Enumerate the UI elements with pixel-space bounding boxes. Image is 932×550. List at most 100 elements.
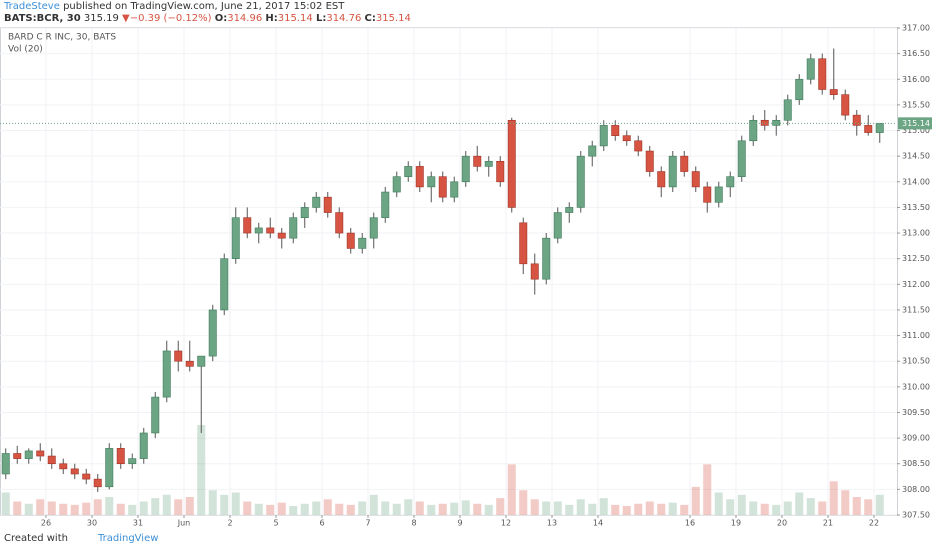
- volume-bar: [484, 504, 493, 515]
- x-tick-label: 2: [227, 519, 232, 528]
- volume-bar: [829, 481, 838, 515]
- volume-bar: [588, 503, 597, 515]
- volume-bar: [93, 499, 102, 515]
- x-tick-label: 26: [41, 519, 51, 528]
- volume-bar: [634, 503, 643, 515]
- o-label: O:: [214, 13, 228, 24]
- volume-bar: [128, 504, 137, 515]
- volume-bar: [139, 501, 148, 515]
- volume-bar: [174, 499, 183, 515]
- candle-body: [197, 355, 206, 367]
- candle-body: [852, 114, 861, 126]
- brand[interactable]: TradingView: [97, 533, 159, 544]
- h-label: H:: [265, 13, 278, 24]
- symbol-line: BATS:BCR, 30 315.19 ▼−0.39 (−0.12%) O:31…: [4, 13, 411, 25]
- volume-bar: [680, 504, 689, 515]
- volume-bar: [335, 503, 344, 515]
- volume-bar: [703, 464, 712, 515]
- volume-bar: [369, 494, 378, 515]
- volume-bar: [645, 501, 654, 515]
- volume-bar: [450, 502, 459, 515]
- price: 315.19: [83, 13, 119, 24]
- volume-bar: [668, 502, 677, 515]
- candle-body: [680, 155, 689, 172]
- candle-body: [323, 196, 332, 213]
- x-tick-label: 13: [547, 519, 557, 528]
- volume-bar: [726, 499, 735, 515]
- candle-body: [795, 78, 804, 101]
- header: TradeSteve published on TradingView.com,…: [4, 1, 411, 25]
- volume-bar: [24, 503, 33, 515]
- last-price-label: 315.14: [902, 119, 930, 128]
- volume-bar: [611, 504, 620, 515]
- volume-bar: [277, 502, 286, 515]
- y-tick-label: 313.50: [902, 203, 930, 212]
- candle-body: [185, 360, 194, 367]
- volume-bar: [553, 501, 562, 515]
- volume-bar: [519, 490, 528, 515]
- x-tick-label: 14: [593, 519, 603, 528]
- volume-bar: [737, 494, 746, 515]
- candle-body: [415, 166, 424, 188]
- candle-body: [208, 309, 217, 357]
- y-tick-label: 309.50: [902, 408, 930, 417]
- candle-body: [622, 135, 631, 142]
- candle-body: [783, 99, 792, 121]
- volume-bar: [162, 494, 171, 515]
- y-tick-label: 310.50: [902, 357, 930, 366]
- volume-bar: [381, 501, 390, 515]
- author[interactable]: TradeSteve: [4, 1, 60, 12]
- symbol: BATS:BCR, 30: [4, 13, 81, 24]
- volume-bar: [59, 503, 68, 515]
- volume-bar: [599, 498, 608, 515]
- volume-bar: [151, 498, 160, 515]
- candle-body: [24, 450, 33, 459]
- candle-body: [645, 150, 654, 172]
- candle-body: [565, 207, 574, 213]
- candle-body: [1, 453, 10, 475]
- candle-body: [70, 468, 79, 475]
- y-tick-label: 314.50: [902, 152, 930, 161]
- volume-bar: [806, 498, 815, 515]
- volume-bar: [473, 503, 482, 515]
- volume-bar: [565, 504, 574, 515]
- last-price-box: [898, 117, 932, 130]
- y-tick-label: 308.00: [902, 485, 930, 494]
- candle-body: [760, 119, 769, 126]
- x-tick-label: 7: [365, 519, 370, 528]
- candle-body: [875, 123, 884, 133]
- candle-body: [530, 263, 539, 280]
- volume-bar: [312, 501, 321, 515]
- volume-bar: [542, 501, 551, 515]
- y-tick-label: 311.00: [902, 331, 930, 340]
- candle-body: [82, 473, 91, 480]
- candle-body: [473, 155, 482, 167]
- y-tick-label: 312.50: [902, 254, 930, 263]
- candle-body: [818, 58, 827, 90]
- volume-bar: [197, 425, 206, 515]
- volume-bar: [772, 504, 781, 515]
- candle-body: [691, 171, 700, 188]
- candle-body: [829, 89, 838, 95]
- candle-body: [381, 191, 390, 218]
- volume-bar: [323, 499, 332, 515]
- candle-body: [289, 217, 298, 239]
- created: Created with: [4, 533, 68, 544]
- candle-body: [128, 458, 137, 465]
- candle-body: [841, 94, 850, 116]
- candle-body: [507, 119, 516, 208]
- candle-body: [864, 125, 873, 133]
- y-tick-label: 314.00: [902, 177, 930, 186]
- volume-bar: [760, 503, 769, 515]
- candle-body: [277, 232, 286, 239]
- y-tick-label: 316.50: [902, 49, 930, 58]
- candle-body: [139, 432, 148, 459]
- candle-body: [13, 453, 22, 459]
- x-tick-label: 31: [133, 519, 143, 528]
- plot-frame: [0, 27, 898, 516]
- volume-bar: [875, 494, 884, 515]
- candle-body: [599, 125, 608, 147]
- volume-bar: [243, 501, 252, 515]
- candle-body: [404, 166, 413, 177]
